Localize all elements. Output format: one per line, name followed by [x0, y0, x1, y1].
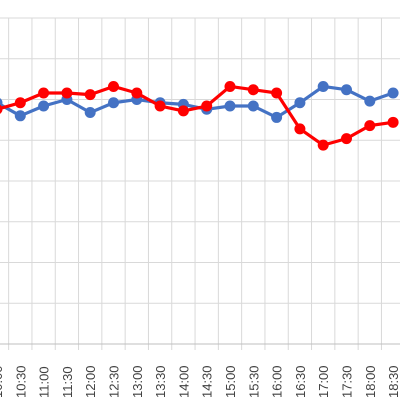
series-1-point [271, 111, 283, 123]
series-2-point [294, 123, 306, 135]
x-tick-label: 10:30 [13, 365, 28, 398]
series-1-point [364, 95, 376, 107]
x-tick-label: 12:00 [83, 365, 98, 398]
series-2-point [177, 105, 189, 117]
x-tick-label: 10:00 [0, 365, 5, 398]
series-1-point [108, 97, 119, 109]
x-tick-label: 14:30 [200, 365, 215, 398]
series-2-point [271, 87, 283, 99]
x-axis-tick-labels: 10:00 10:30 11:00 11:30 12:00 12:30 13:00 13:30… [0, 365, 400, 398]
series-2-point [131, 87, 143, 99]
series-2-point [201, 100, 213, 112]
gridlines [0, 17, 400, 350]
series-2-point [317, 139, 329, 151]
series-2-point [224, 80, 236, 92]
series-2-point [364, 120, 376, 132]
x-tick-label: 16:00 [270, 365, 285, 398]
series-1-line [0, 84, 394, 120]
series-2-point [84, 89, 96, 101]
series-2-point [154, 100, 166, 112]
x-tick-label: 14:00 [176, 365, 191, 398]
x-tick-label: 17:00 [316, 365, 331, 398]
x-tick-label: 12:30 [107, 365, 122, 398]
x-tick-label: 11:00 [37, 366, 52, 398]
series-2-line [0, 84, 394, 147]
series-1-point [84, 107, 96, 119]
x-tick-label: 17:30 [340, 365, 355, 398]
series-1-point [224, 100, 236, 112]
series-1-point [247, 100, 259, 112]
series-1-point [317, 80, 329, 92]
series-2-point [0, 104, 3, 114]
x-tick-label: 18:00 [363, 365, 378, 398]
x-tick-label: 15:30 [246, 365, 261, 398]
series-2-point [247, 84, 259, 96]
series-2-point [108, 80, 119, 92]
x-tick-label: 16:30 [293, 365, 308, 398]
series-2-point [61, 87, 73, 99]
series-2-point [341, 133, 352, 145]
series-1-point [387, 87, 399, 99]
series-1-point [38, 100, 50, 112]
series-1-point [14, 110, 26, 122]
series-layer [0, 80, 399, 151]
series-1-point [341, 84, 352, 96]
x-tick-label: 11:30 [60, 366, 75, 398]
series-2-point [387, 116, 399, 128]
x-tick-label: 13:00 [130, 365, 145, 398]
x-tick-label: 13:30 [153, 365, 168, 398]
series-2-point [14, 97, 26, 109]
series-1-point [294, 97, 306, 109]
x-tick-label: 15:00 [223, 365, 238, 398]
series-2-point [38, 87, 50, 99]
series-1-point [0, 98, 3, 108]
x-tick-label: 18:30 [386, 365, 400, 398]
